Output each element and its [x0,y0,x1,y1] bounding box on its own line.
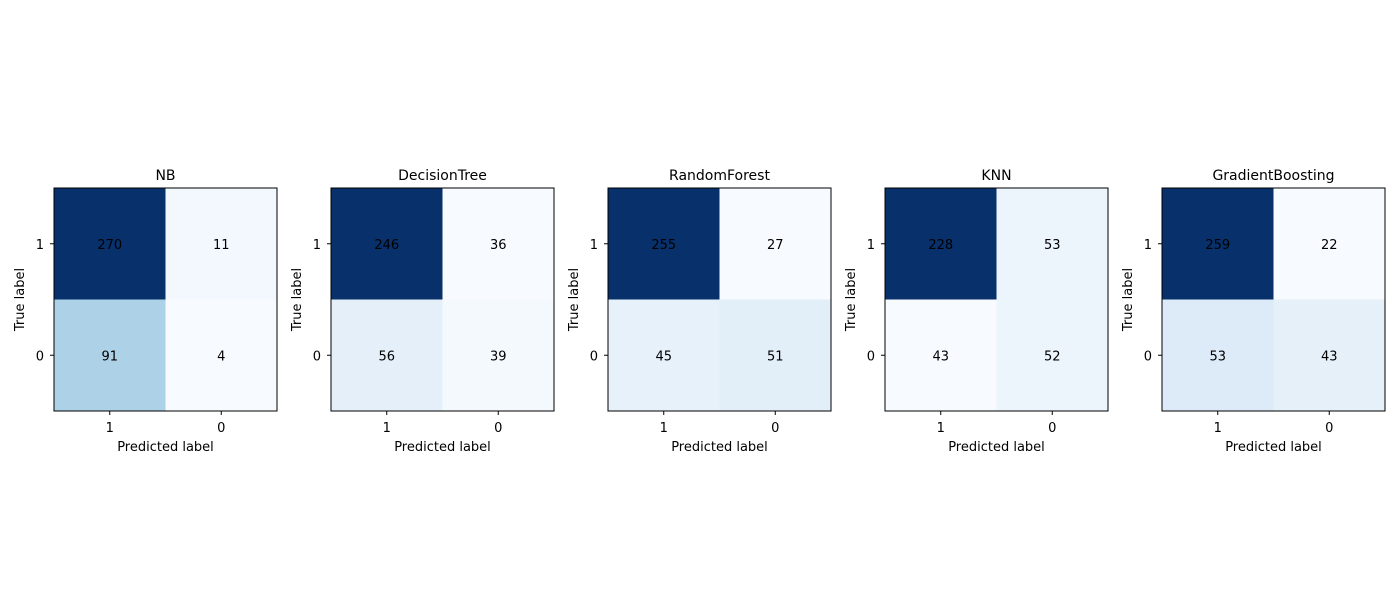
y-tick-label: 1 [313,238,321,253]
heatmap-cell [165,188,277,300]
x-tick-label: 0 [771,421,779,436]
cell-value-label: 53 [1209,349,1226,364]
heatmap-cell [165,299,277,411]
y-tick-label: 1 [36,238,44,253]
cell-value-label: 39 [490,349,507,364]
axes-frame [607,187,832,412]
cell-value-label: 43 [1321,349,1338,364]
cell-value-label: 22 [1321,238,1338,253]
cell-value-label: 36 [490,238,507,253]
x-tick-label: 1 [383,421,391,436]
y-tick-label: 1 [590,238,598,253]
cell-value-label: 255 [651,238,676,253]
x-tick-label: 0 [217,421,225,436]
heatmap-cell [442,299,554,411]
heatmap-cell [54,188,166,300]
cell-value-label: 259 [1205,238,1230,253]
heatmap-cell [331,188,443,300]
cell-value-label: 27 [767,238,784,253]
axes-frame [884,187,1109,412]
cell-value-label: 246 [374,238,399,253]
x-tick-label: 1 [937,421,945,436]
x-tick-label: 1 [106,421,114,436]
y-tick-label: 0 [590,349,598,364]
heatmap-cell [885,299,997,411]
chart-title: RandomForest [669,168,770,184]
cell-value-label: 51 [767,349,784,364]
cell-value-label: 4 [217,349,225,364]
y-axis-label: True label [13,268,28,332]
x-axis-label: Predicted label [394,440,491,455]
heatmap-cell [331,299,443,411]
x-axis-label: Predicted label [117,440,214,455]
cell-value-label: 52 [1044,349,1061,364]
y-axis-label: True label [567,268,582,332]
y-tick-label: 0 [36,349,44,364]
y-tick-label: 0 [867,349,875,364]
x-tick-label: 1 [660,421,668,436]
heatmap-cell [1162,299,1274,411]
x-axis-label: Predicted label [948,440,1045,455]
heatmap-cell [719,188,831,300]
heatmap-cell [1273,299,1385,411]
heatmap-cell [608,188,720,300]
heatmap-cell [719,299,831,411]
heatmap-cell [608,299,720,411]
cell-value-label: 43 [932,349,949,364]
heatmap-cell [885,188,997,300]
chart-title: NB [155,168,175,184]
y-tick-label: 1 [1144,238,1152,253]
x-tick-label: 0 [494,421,502,436]
chart-title: DecisionTree [398,168,487,184]
cell-value-label: 11 [213,238,230,253]
axes-frame [330,187,555,412]
y-tick-label: 1 [867,238,875,253]
y-tick-label: 0 [1144,349,1152,364]
heatmap-cell [996,188,1108,300]
cell-value-label: 45 [655,349,672,364]
x-tick-label: 1 [1214,421,1222,436]
cell-value-label: 228 [928,238,953,253]
cell-value-label: 91 [101,349,118,364]
cell-value-label: 53 [1044,238,1061,253]
y-axis-label: True label [1121,268,1136,332]
heatmap-cell [442,188,554,300]
x-axis-label: Predicted label [671,440,768,455]
y-axis-label: True label [844,268,859,332]
heatmap-cell [1273,188,1385,300]
cell-value-label: 56 [378,349,395,364]
heatmap-cell [54,299,166,411]
heatmap-cell [996,299,1108,411]
y-axis-label: True label [290,268,305,332]
x-tick-label: 0 [1048,421,1056,436]
cell-value-label: 270 [97,238,122,253]
x-axis-label: Predicted label [1225,440,1322,455]
x-tick-label: 0 [1325,421,1333,436]
chart-title: KNN [981,168,1011,184]
axes-frame [53,187,278,412]
heatmap-cell [1162,188,1274,300]
axes-frame [1161,187,1386,412]
y-tick-label: 0 [313,349,321,364]
chart-title: GradientBoosting [1212,168,1334,184]
